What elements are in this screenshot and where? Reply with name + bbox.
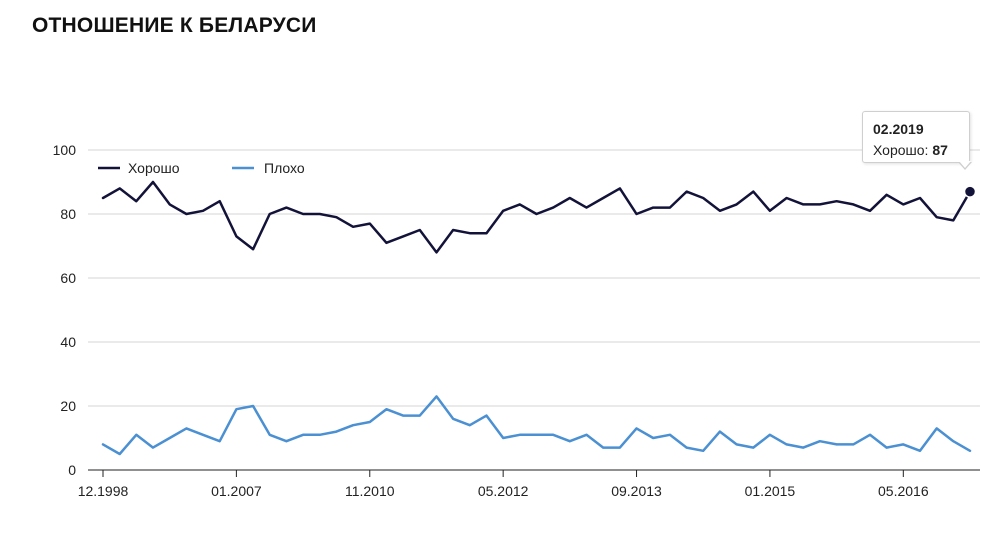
- grid-layer: [88, 149, 980, 407]
- x-tick-label: 09.2013: [611, 483, 662, 499]
- series-line-good: [101, 180, 972, 254]
- x-tick-label: 05.2012: [478, 483, 529, 499]
- tooltip-date: 02.2019: [873, 121, 924, 137]
- x-tick-label: 01.2007: [211, 483, 262, 499]
- highlighted-point[interactable]: [963, 185, 977, 198]
- x-tick-label: 01.2015: [745, 483, 796, 499]
- tooltip-row: Хорошо: 87: [873, 140, 969, 161]
- axis-layer: 0 20 40 60 80 100 12.1998 01.2007 11.2010 05.2012…: [53, 142, 980, 499]
- y-tick-label: 100: [53, 142, 77, 158]
- y-tick-label: 20: [60, 398, 76, 414]
- tooltip-label: Хорошо:: [873, 142, 929, 158]
- x-tick-label: 11.2010: [345, 483, 395, 499]
- legend-label[interactable]: Плохо: [264, 160, 305, 176]
- y-tick-label: 0: [68, 462, 76, 478]
- x-tick-label: 05.2016: [878, 483, 929, 499]
- x-tick-label: 12.1998: [78, 483, 129, 499]
- legend: Хорошо Плохо: [98, 160, 305, 176]
- legend-label[interactable]: Хорошо: [128, 160, 180, 176]
- data-tooltip: 02.2019 Хорошо: 87: [862, 111, 970, 163]
- series-layer: [101, 180, 977, 456]
- tooltip-value: 87: [932, 142, 948, 158]
- series-line-bad: [101, 395, 972, 456]
- chart-title: ОТНОШЕНИЕ К БЕЛАРУСИ: [32, 14, 317, 37]
- y-tick-label: 40: [60, 334, 76, 350]
- tooltip-arrow-fill: [959, 161, 971, 168]
- y-tick-label: 80: [60, 206, 76, 222]
- y-tick-label: 60: [60, 270, 76, 286]
